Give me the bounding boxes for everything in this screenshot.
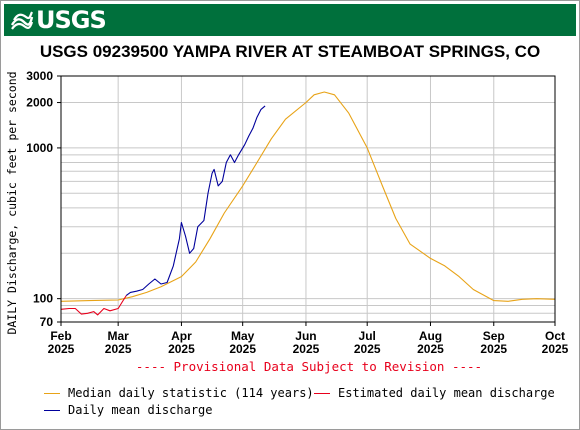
y-tick-label-2000: 2000 (26, 96, 53, 110)
daily-mean-series-line (125, 105, 266, 296)
chart-title: USGS 09239500 YAMPA RIVER AT STEAMBOAT S… (39, 42, 541, 61)
provisional-annotation: ---- Provisional Data Subject to Revisio… (136, 359, 482, 374)
x-tick-year-apr: 2025 (168, 342, 195, 356)
chart-legend: Median daily statistic (114 years) Estim… (44, 386, 574, 420)
x-tick-month-oct: Oct (545, 329, 565, 343)
plot-border (60, 75, 556, 323)
series-layer (60, 91, 556, 316)
x-tick-year-sep: 2025 (480, 342, 507, 356)
x-tick-labels: Feb2025Mar2025Apr2025May2025Jun2025Jul20… (48, 322, 569, 356)
x-tick-month-sep: Sep (483, 329, 505, 343)
chart-grid (60, 75, 556, 323)
y-tick-label-3000: 3000 (26, 69, 53, 83)
estimated-series-line (60, 295, 127, 316)
y-tick-labels: 70 100 1000 2000 3000 (26, 69, 61, 329)
legend-label-estimated: Estimated daily mean discharge (338, 386, 555, 400)
usgs-logo-text: USGS (36, 6, 107, 34)
x-tick-month-jun: Jun (295, 329, 316, 343)
usgs-header-banner: USGS (4, 4, 576, 36)
legend-item-estimated: Estimated daily mean discharge (314, 386, 555, 400)
usgs-wave-icon (10, 11, 34, 30)
y-axis-label: DAILY Discharge, cubic feet per second (5, 71, 19, 334)
legend-item-median: Median daily statistic (114 years) (44, 386, 314, 400)
legend-swatch-median (44, 392, 60, 394)
median-series-line (60, 91, 556, 302)
x-tick-month-apr: Apr (171, 329, 192, 343)
y-tick-label-100: 100 (33, 292, 53, 306)
legend-item-daily-mean: Daily mean discharge (44, 403, 213, 417)
y-tick-label-70: 70 (40, 315, 54, 329)
legend-label-daily-mean: Daily mean discharge (68, 403, 213, 417)
x-tick-year-aug: 2025 (417, 342, 444, 356)
legend-swatch-daily-mean (44, 409, 60, 411)
x-tick-year-may: 2025 (229, 342, 256, 356)
x-tick-year-jun: 2025 (293, 342, 320, 356)
x-tick-year-oct: 2025 (542, 342, 569, 356)
y-tick-label-1000: 1000 (26, 141, 53, 155)
x-tick-month-may: May (231, 329, 255, 343)
x-tick-month-aug: Aug (419, 329, 442, 343)
x-tick-year-feb: 2025 (48, 342, 75, 356)
x-tick-year-jul: 2025 (354, 342, 381, 356)
x-tick-month-feb: Feb (50, 329, 71, 343)
usgs-logo[interactable]: USGS (10, 6, 107, 34)
legend-swatch-estimated (314, 392, 330, 394)
x-tick-year-mar: 2025 (105, 342, 132, 356)
x-tick-month-jul: Jul (359, 329, 376, 343)
legend-label-median: Median daily statistic (114 years) (68, 386, 314, 400)
x-tick-month-mar: Mar (107, 329, 129, 343)
